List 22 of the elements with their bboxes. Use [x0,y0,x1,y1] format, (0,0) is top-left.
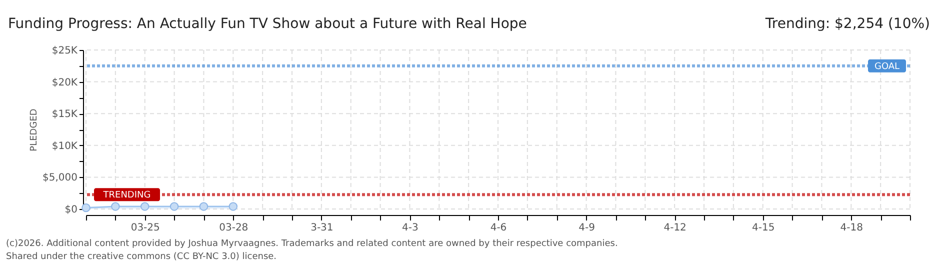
x-tick-label: 4-12 [664,222,686,234]
y-tick-label: $20K [52,77,78,88]
x-tick-label: 4-6 [490,222,507,234]
y-tick-label: $25K [52,46,78,56]
ref-line-label: TRENDING [102,190,151,201]
y-tick-label: $5,000 [42,172,78,184]
ref-line-label: GOAL [874,62,900,72]
x-tick-label: 4-9 [578,222,595,234]
y-tick-label: $15K [52,109,78,120]
x-tick-label: 3-31 [310,222,334,234]
x-tick-label: 03-28 [219,222,248,234]
chart-subtitle: Trending: $2,254 (10%) [764,16,930,32]
text: (c)2026. Additional content provided by Joshua Myrvaagnes. Trademarks and related content are owned by their respective companies. [6,239,618,249]
x-tick-label: 4-18 [840,222,863,234]
chart-title: Funding Progress: An Actually Fun TV Show about a Future with Real Hope [8,16,527,32]
x-tick-label: 4-15 [752,222,775,234]
x-tick-label: 03-25 [130,222,160,234]
x-tick-label: 4-3 [402,222,418,234]
y-tick-label: $0 [64,204,78,216]
y-tick-label: $10K [52,140,78,152]
text: Shared under the creative commons (CC BY-NC 3.0) license. [6,252,277,262]
y-axis-title: PLEDGED [30,108,40,152]
